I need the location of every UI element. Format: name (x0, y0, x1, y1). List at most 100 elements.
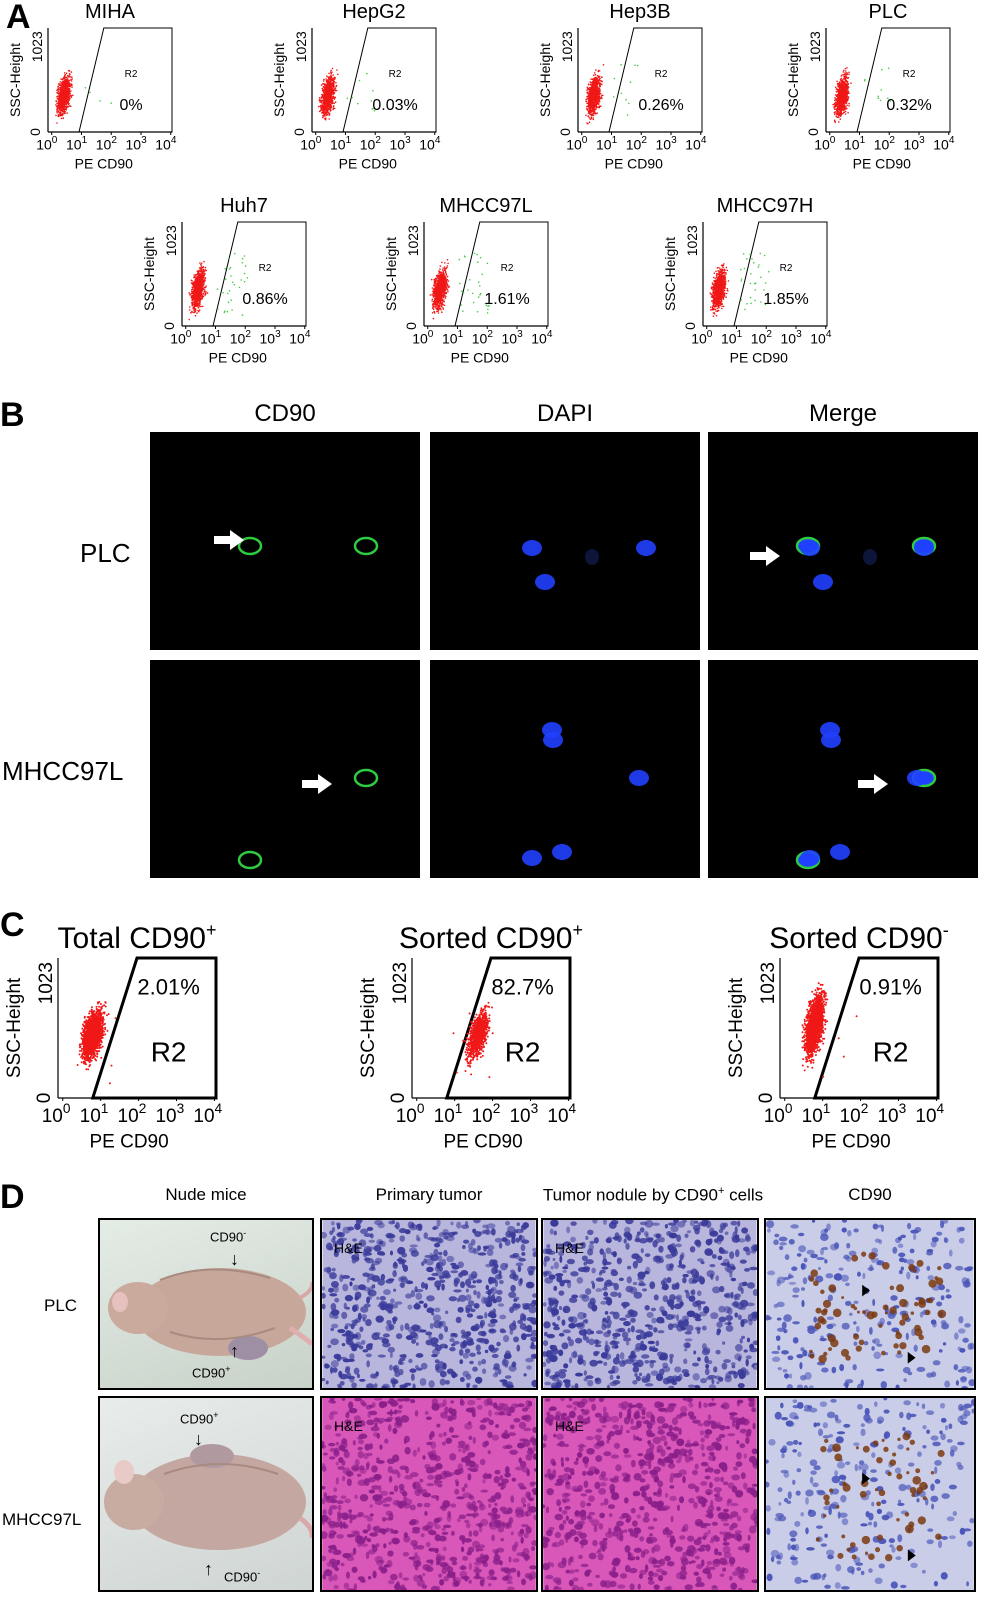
scatter-points (585, 63, 639, 125)
plot-title: Sorted CD90+ (399, 920, 583, 955)
panel-label-d: D (0, 1178, 25, 1216)
white-arrow-icon (302, 774, 332, 794)
micrograph-plc-dapi (430, 432, 700, 650)
down-arrow-icon: ↓ (194, 1429, 203, 1449)
dapi-nucleus (907, 770, 927, 786)
micrograph-mhcc97l-merge (708, 660, 978, 878)
gate-percent: 1.61% (484, 291, 529, 308)
histology-texture (322, 1220, 536, 1388)
white-arrow-icon (858, 774, 888, 794)
dapi-nucleus (552, 844, 572, 860)
x-tick-label: 101 (66, 135, 88, 152)
gate-label: R2 (151, 1037, 187, 1068)
x-tick-label: 100 (691, 329, 713, 346)
panel-label-a: A (6, 0, 31, 36)
column-title-cd90: CD90 (254, 400, 316, 427)
x-tick-label: 104 (193, 1101, 222, 1127)
histology-texture (766, 1220, 974, 1388)
row-label-mhcc97l-d: MHCC97L (2, 1510, 82, 1529)
nude-mouse-photo-plc: CD90- ↓ ↑ CD90+ (98, 1218, 314, 1390)
x-tick-label: 104 (810, 329, 832, 346)
row-label-plc-d: PLC (44, 1296, 78, 1315)
x-tick-label: 104 (155, 135, 177, 152)
x-tick-label: 100 (36, 135, 58, 152)
r2-gate (812, 956, 940, 1100)
gate-percent: 2.01% (137, 974, 199, 999)
he-primary-tumor-mhcc97l: H&E (320, 1396, 538, 1592)
scatter-points (188, 252, 249, 321)
x-tick-label: 100 (814, 135, 836, 152)
y-axis-label: SSC-Height (141, 237, 157, 311)
x-tick-label: 100 (300, 135, 322, 152)
m97-cd90-pos-label: CD90+ (180, 1410, 219, 1427)
cd90-cell (353, 536, 379, 556)
x-tick-label: 102 (626, 135, 648, 152)
r2-gate (444, 956, 572, 1100)
arrowhead-icon (862, 1472, 870, 1485)
x-tick-label: 101 (434, 1101, 463, 1127)
dapi-nucleus (636, 540, 656, 556)
gate-percent: 0.91% (859, 974, 921, 999)
dapi-nucleus (522, 850, 542, 866)
y-tick-bottom: 0 (682, 322, 698, 330)
x-tick-label: 104 (915, 1101, 944, 1127)
x-tick-label: 101 (721, 329, 743, 346)
y-tick-top: 1023 (807, 31, 823, 62)
y-axis-label: SSC-Height (662, 237, 678, 311)
histology-texture (543, 1220, 757, 1388)
y-tick-top: 1023 (36, 962, 57, 1004)
micrograph-plc-cd90 (150, 432, 420, 650)
gate-label: R2 (505, 1037, 541, 1068)
scatter-points (76, 1001, 117, 1085)
histology-texture (322, 1398, 536, 1590)
column-title-cd90-ihc: CD90 (848, 1185, 892, 1204)
plc-cd90-pos-label: CD90+ (192, 1364, 231, 1381)
x-tick-label: 103 (877, 1101, 906, 1127)
y-axis-label: SSC-Height (726, 977, 747, 1078)
column-title-dapi: DAPI (536, 400, 593, 427)
plot-title: HepG2 (342, 1, 405, 23)
gate-label: R2 (873, 1037, 909, 1068)
cd90-cell (237, 536, 263, 556)
y-axis-label: SSC-Height (7, 43, 23, 117)
dapi-nucleus (914, 540, 934, 556)
x-tick-label: 103 (155, 1101, 184, 1127)
y-tick-bottom: 0 (557, 128, 573, 136)
x-axis-label: PE CD90 (89, 1131, 168, 1152)
he-label: H&E (555, 1418, 584, 1434)
dapi-nucleus (629, 770, 649, 786)
gate-percent: 0.26% (638, 97, 683, 114)
x-axis-label: PE CD90 (443, 1131, 522, 1152)
gate-percent: 1.85% (763, 291, 808, 308)
flow-plot-mhcc97h: MHCC97H 1023 0 SSC-Height 100 101 102 103 104 PE … (662, 195, 832, 365)
histology-texture (543, 1398, 757, 1590)
cd90-ihc-mhcc97l (764, 1396, 976, 1592)
x-tick-label: 104 (933, 135, 955, 152)
x-tick-label: 102 (360, 135, 382, 152)
he-tumor-nodule-mhcc97l: H&E (541, 1396, 759, 1592)
mouse-illustration-plc (108, 1268, 312, 1360)
x-tick-label: 103 (126, 135, 148, 152)
arrowhead-icon (907, 1351, 916, 1364)
down-arrow-icon: ↓ (230, 1249, 239, 1269)
y-tick-bottom: 0 (291, 128, 307, 136)
r2-gate (733, 221, 828, 327)
scatter-points (318, 67, 376, 121)
m97-cd90-neg-label: CD90- (224, 1568, 261, 1585)
x-tick-label: 102 (751, 329, 773, 346)
y-tick-top: 1023 (29, 31, 45, 62)
x-axis-label: PE CD90 (75, 155, 134, 171)
x-tick-label: 103 (509, 1101, 538, 1127)
flow-plot-hep3b: Hep3B 1023 0 SSC-Height 100 101 102 103 104 PE CD… (537, 1, 707, 171)
gate-label: R2 (259, 263, 272, 274)
column-title-primary-tumor: Primary tumor (375, 1185, 483, 1204)
plot-title: PLC (869, 1, 908, 23)
plot-title: Sorted CD90- (769, 920, 948, 955)
gate-label: R2 (125, 69, 138, 80)
x-axis-label: PE CD90 (730, 349, 789, 365)
x-tick-label: 103 (502, 329, 524, 346)
flow-plot-c-3: Sorted CD90- 1023 0 SSC-Height 100 101 102 103 1… (726, 920, 949, 1152)
flow-plot-hepg2: HepG2 1023 0 SSC-Height 100 101 102 103 104 PE CD… (271, 1, 441, 171)
x-tick-label: 103 (904, 135, 926, 152)
gate-percent: 0.03% (372, 97, 417, 114)
